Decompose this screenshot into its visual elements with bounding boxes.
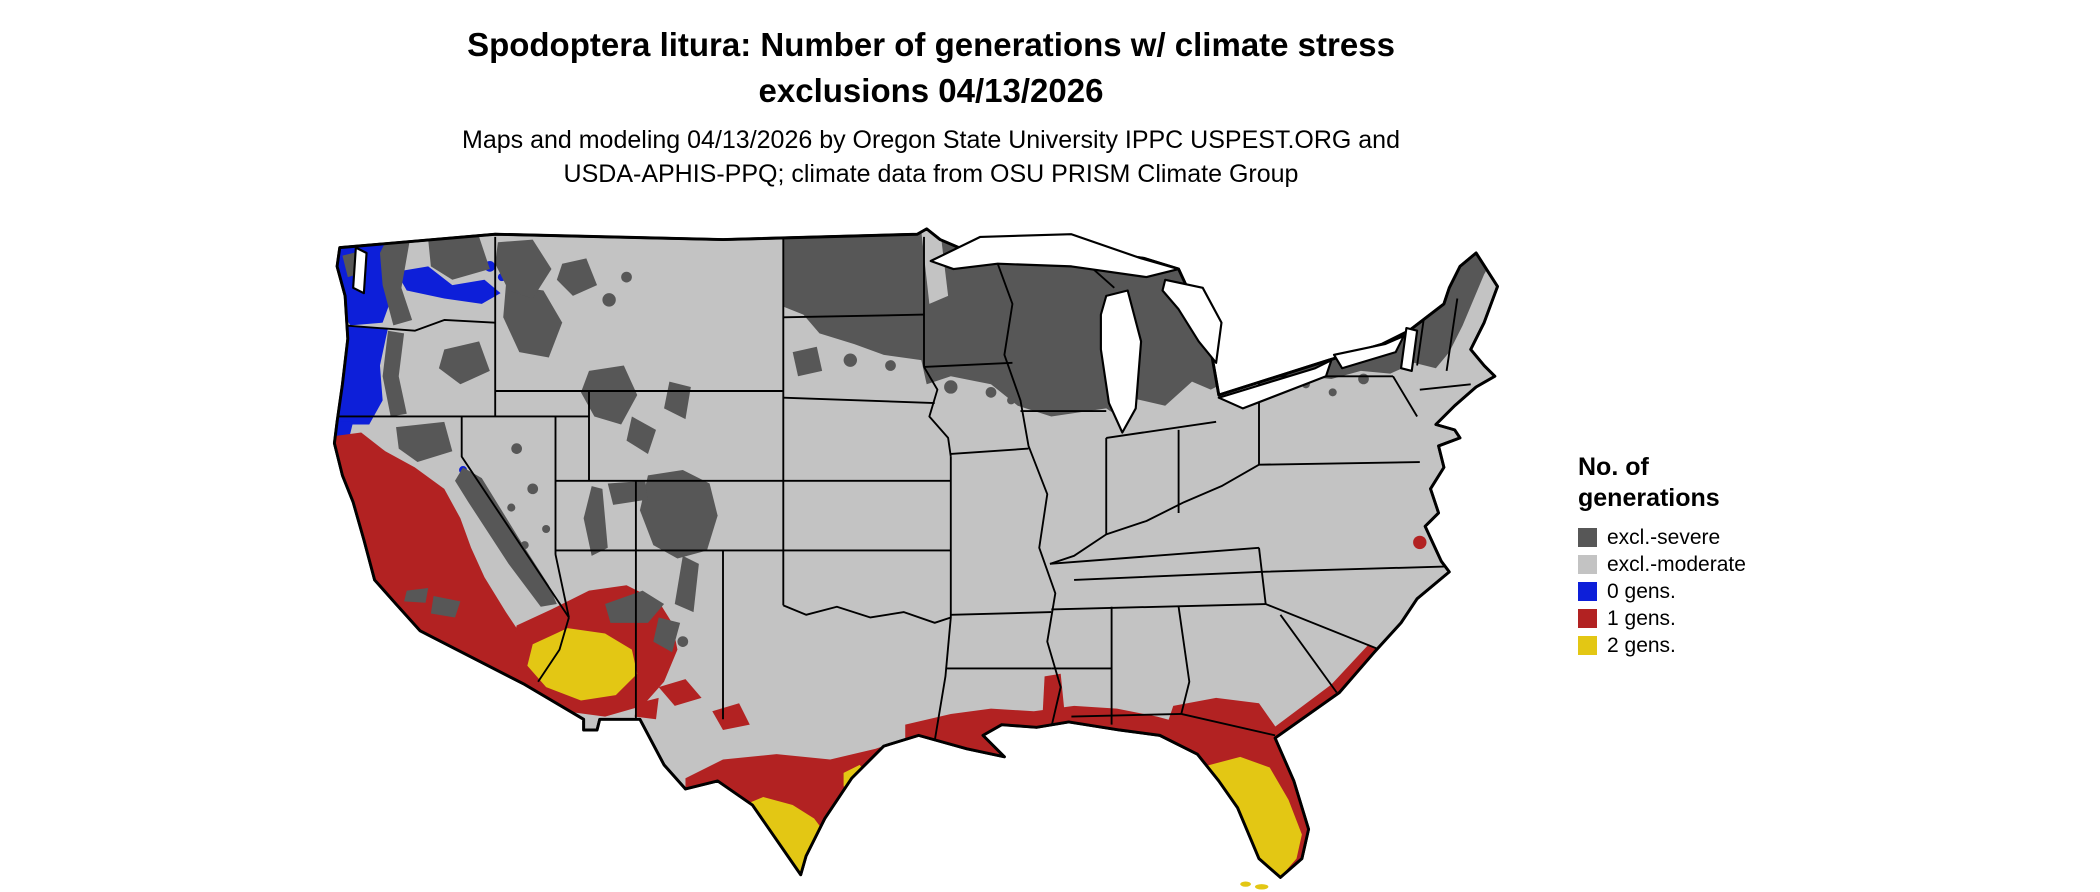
state-borders <box>337 236 1471 741</box>
title-line-2: exclusions 04/13/2026 <box>758 71 1104 109</box>
legend-label-1-gens: 1 gens. <box>1607 607 1676 630</box>
title-line-1: Spodoptera litura: Number of generations… <box>467 26 1395 63</box>
great-lakes <box>352 233 1419 434</box>
legend-label-2-gens: 2 gens. <box>1607 634 1676 657</box>
swatch-1-gens <box>1578 609 1597 628</box>
region-moderate-patches <box>921 228 949 304</box>
legend-label-excl-severe: excl.-severe <box>1607 526 1721 549</box>
legend-items: excl.-severe excl.-moderate 0 gens. 1 ge… <box>1578 524 1908 659</box>
legend: No. of generations excl.-severe excl.-mo… <box>1578 452 1908 659</box>
legend-label-0-gens: 0 gens. <box>1607 580 1676 603</box>
legend-row-1-gens: 1 gens. <box>1578 605 1908 632</box>
page-title: Spodoptera litura: Number of generations… <box>467 22 1395 113</box>
legend-row-0-gens: 0 gens. <box>1578 578 1908 605</box>
legend-row-excl-moderate: excl.-moderate <box>1578 551 1908 578</box>
florida-keys <box>1240 881 1269 890</box>
legend-row-excl-severe: excl.-severe <box>1578 524 1908 551</box>
page-subtitle: Maps and modeling 04/13/2026 by Oregon S… <box>462 124 1400 191</box>
legend-label-excl-moderate: excl.-moderate <box>1607 553 1746 576</box>
swatch-0-gens <box>1578 582 1597 601</box>
us-map-container <box>321 226 1527 891</box>
legend-row-2-gens: 2 gens. <box>1578 632 1908 659</box>
us-map <box>332 227 1499 890</box>
swatch-excl-severe <box>1578 528 1597 547</box>
subtitle-line-2: USDA-APHIS-PPQ; climate data from OSU PR… <box>563 159 1299 188</box>
legend-title-line-2: generations <box>1578 484 1720 512</box>
legend-title-line-1: No. of <box>1578 453 1649 481</box>
legend-title: No. of generations <box>1578 452 1908 514</box>
swatch-excl-moderate <box>1578 555 1597 574</box>
swatch-2-gens <box>1578 636 1597 655</box>
subtitle-line-1: Maps and modeling 04/13/2026 by Oregon S… <box>462 126 1400 154</box>
